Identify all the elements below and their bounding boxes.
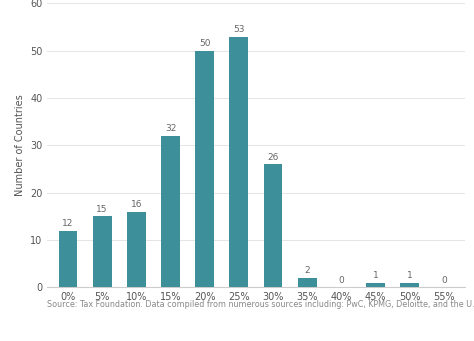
- Bar: [58, 231, 77, 287]
- Text: 0: 0: [441, 276, 447, 285]
- Text: 12: 12: [62, 219, 73, 228]
- Bar: [264, 164, 283, 287]
- Text: 15: 15: [96, 205, 108, 213]
- Bar: [401, 283, 419, 287]
- Text: 0: 0: [338, 276, 344, 285]
- Text: 16: 16: [130, 200, 142, 209]
- Bar: [195, 51, 214, 287]
- Bar: [93, 217, 111, 287]
- Text: 53: 53: [233, 25, 245, 34]
- Bar: [229, 36, 248, 287]
- Text: 1: 1: [407, 271, 413, 280]
- Text: 1: 1: [373, 271, 379, 280]
- Text: @TaxFoundation: @TaxFoundation: [383, 324, 468, 334]
- Text: TAX FOUNDATION: TAX FOUNDATION: [6, 324, 116, 334]
- Text: Source: Tax Foundation. Data compiled from numerous sources including: PwC, KPMG: Source: Tax Foundation. Data compiled fr…: [47, 300, 474, 309]
- Bar: [366, 283, 385, 287]
- Text: 26: 26: [267, 152, 279, 162]
- Y-axis label: Number of Countries: Number of Countries: [15, 94, 25, 196]
- Bar: [298, 278, 317, 287]
- Bar: [161, 136, 180, 287]
- Bar: [127, 212, 146, 287]
- Text: 2: 2: [304, 266, 310, 275]
- Text: 32: 32: [165, 124, 176, 133]
- Text: 50: 50: [199, 39, 210, 48]
